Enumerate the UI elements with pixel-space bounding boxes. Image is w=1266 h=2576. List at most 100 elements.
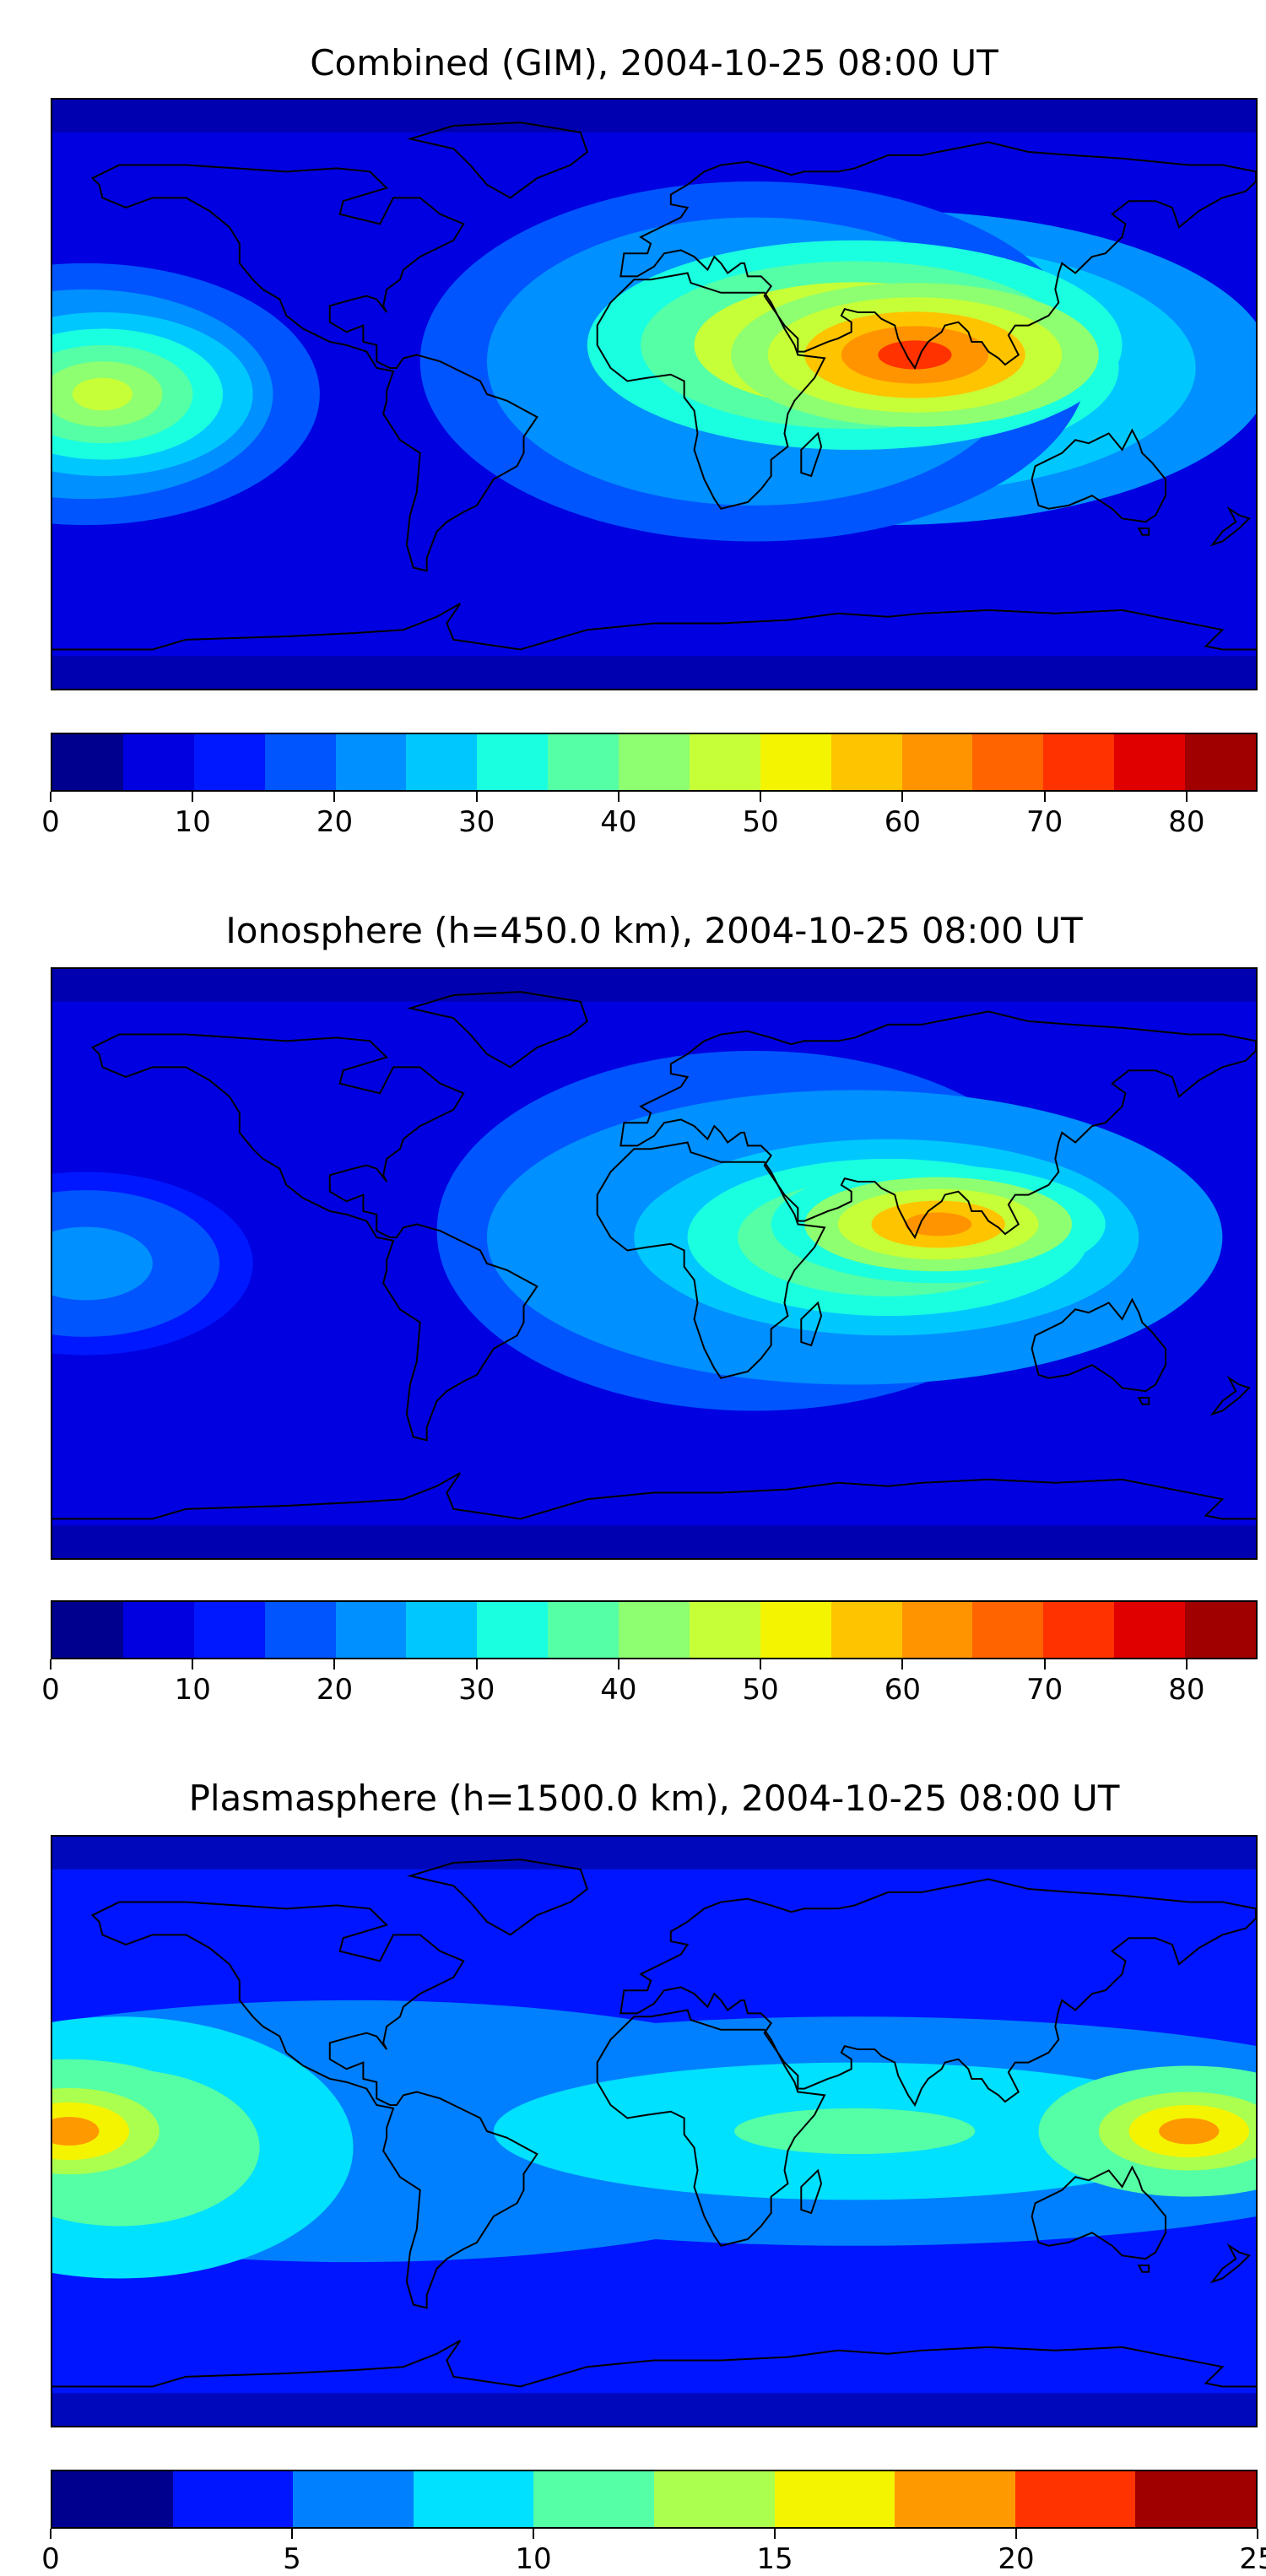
panel-1-map: [51, 98, 1258, 690]
colorbar-segment: [52, 2471, 173, 2527]
heatmap-contour: [72, 377, 133, 411]
panel-3-map: [51, 1835, 1258, 2427]
colorbar-tick-label: 40: [600, 805, 637, 839]
colorbar-tick-label: 20: [316, 1673, 354, 1707]
coastline: [801, 434, 821, 476]
colorbar-segment: [122, 1602, 194, 1658]
coastline: [598, 273, 825, 509]
colorbar-segment: [193, 734, 265, 790]
colorbar-tick-mark: [192, 1659, 194, 1670]
coastline: [598, 2010, 825, 2246]
colorbar-tick-mark: [901, 792, 904, 802]
colorbar-tick-mark: [1015, 2529, 1017, 2539]
colorbar-segment: [689, 1602, 760, 1658]
colorbar-segment: [477, 1602, 549, 1658]
coastline: [52, 1473, 1256, 1518]
panel-2-colorbar-ticks: 0 10 20 30 40 50 60 70 80: [41, 1659, 1258, 1710]
colorbar-tick-label: 80: [1168, 1673, 1205, 1707]
colorbar-tick-mark: [760, 792, 762, 802]
colorbar-segment: [895, 2471, 1015, 2527]
colorbar-tick-label: 70: [1026, 805, 1063, 839]
colorbar-tick-label: 25: [1239, 2542, 1266, 2576]
colorbar-tick-mark: [291, 2529, 293, 2539]
panel-1-title: Combined (GIM), 2004-10-25 08:00 UT: [310, 42, 998, 84]
coastline: [1139, 1398, 1149, 1404]
coastline: [93, 1035, 538, 1441]
colorbar-segment: [689, 734, 760, 790]
colorbar-tick-label: 30: [458, 805, 495, 839]
colorbar-segment: [477, 734, 549, 790]
colorbar-tick-label: 60: [884, 1673, 922, 1707]
colorbar-tick-mark: [901, 1659, 904, 1670]
colorbar-segment: [774, 2471, 895, 2527]
panel-3-colorbar: [51, 2470, 1258, 2529]
colorbar-segment: [1043, 1602, 1115, 1658]
panel-3-title: Plasmasphere (h=1500.0 km), 2004-10-25 0…: [188, 1778, 1120, 1819]
colorbar-tick-label: 15: [756, 2542, 793, 2576]
colorbar-tick-label: 80: [1168, 805, 1205, 839]
colorbar-segment: [972, 1602, 1044, 1658]
colorbar-tick-label: 10: [515, 2542, 552, 2576]
colorbar-segment: [122, 734, 194, 790]
coastline: [1032, 1300, 1166, 1392]
colorbar-segment: [830, 734, 902, 790]
colorbar-tick-label: 0: [41, 1673, 60, 1707]
colorbar-tick-mark: [1043, 1659, 1046, 1670]
panel-1-heatmap: [52, 100, 1256, 689]
colorbar-tick-label: 20: [998, 2542, 1035, 2576]
colorbar-segment: [653, 2471, 775, 2527]
colorbar-tick-label: 70: [1026, 1673, 1063, 1707]
coastline: [1139, 2265, 1149, 2272]
coastline: [1032, 2167, 1166, 2259]
colorbar-tick-mark: [1257, 2529, 1258, 2539]
coastline: [801, 1303, 821, 1345]
colorbar-segment: [972, 734, 1044, 790]
panel-3-heatmap: [52, 1837, 1256, 2426]
coastline: [93, 165, 538, 571]
heatmap-contour: [52, 1245, 120, 1282]
colorbar-tick-mark: [774, 2529, 776, 2539]
panel-1-colorbar: [51, 733, 1258, 792]
colorbar-segment: [1135, 2471, 1256, 2527]
panel-1-colorbar-ticks: 0 10 20 30 40 50 60 70 80: [41, 792, 1258, 842]
colorbar-segment: [1114, 734, 1185, 790]
colorbar-segment: [1114, 1602, 1185, 1658]
heatmap-contour: [734, 2108, 976, 2155]
colorbar-segment: [172, 2471, 294, 2527]
colorbar-segment: [193, 1602, 265, 1658]
coastline: [801, 2171, 821, 2213]
coastline: [1032, 430, 1166, 522]
heatmap-contour: [905, 1212, 972, 1237]
colorbar-tick-label: 0: [41, 2542, 60, 2576]
colorbar-segment: [1043, 734, 1115, 790]
heatmap-polar-band: [52, 969, 1256, 1002]
colorbar-tick-label: 30: [458, 1673, 495, 1707]
colorbar-tick-label: 20: [316, 805, 354, 839]
coastline: [410, 122, 587, 198]
coastline: [598, 1143, 825, 1378]
colorbar-tick-mark: [475, 792, 478, 802]
colorbar-segment: [1185, 734, 1256, 790]
colorbar-segment: [52, 1602, 123, 1658]
colorbar-tick-label: 50: [742, 805, 779, 839]
colorbar-segment: [1014, 2471, 1136, 2527]
panel-2-colorbar: [51, 1600, 1258, 1659]
colorbar-tick-mark: [475, 1659, 478, 1670]
colorbar-tick-mark: [617, 792, 619, 802]
panel-2-title: Ionosphere (h=450.0 km), 2004-10-25 08:0…: [225, 910, 1083, 951]
colorbar-tick-mark: [1185, 1659, 1188, 1670]
panel-2-map: [51, 967, 1258, 1560]
colorbar-tick-mark: [50, 1659, 51, 1670]
colorbar-segment: [760, 734, 831, 790]
coastline: [1213, 509, 1250, 545]
colorbar-segment: [335, 1602, 407, 1658]
heatmap-contour: [52, 2116, 100, 2146]
colorbar-segment: [901, 734, 973, 790]
coastline: [1139, 528, 1149, 535]
coastline: [1213, 2246, 1250, 2282]
colorbar-tick-label: 10: [174, 805, 211, 839]
colorbar-tick-mark: [533, 2529, 534, 2539]
heatmap-polar-band: [52, 656, 1256, 689]
colorbar-segment: [52, 734, 123, 790]
colorbar-tick-label: 0: [41, 805, 60, 839]
